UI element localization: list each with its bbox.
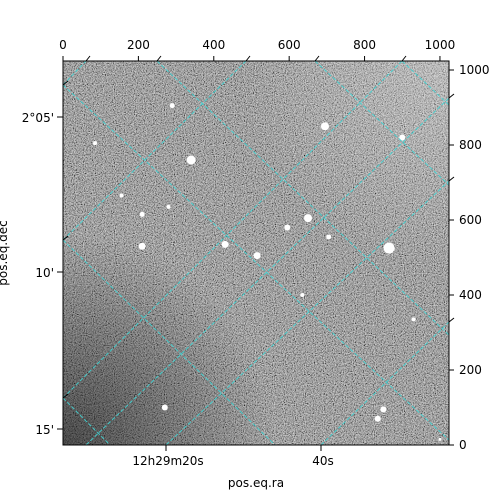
star-source <box>221 240 229 248</box>
grid-line <box>165 180 449 445</box>
x-axis-label: pos.eq.ra <box>228 476 284 490</box>
star-source <box>161 404 168 411</box>
grid-line <box>63 397 111 445</box>
pixel-y-tick-label: 0 <box>459 438 467 452</box>
grid-line <box>63 84 449 441</box>
grid-line <box>63 61 403 399</box>
star-source <box>304 214 313 223</box>
star-source <box>383 242 395 254</box>
pixel-y-tick-label: 400 <box>459 288 482 302</box>
pixel-x-tick-label: 800 <box>353 38 376 52</box>
ra-tick-label: 12h29m20s <box>132 454 203 468</box>
star-source <box>119 193 124 198</box>
world-axis-ticks <box>57 55 455 451</box>
pixel-x-tick-label: 400 <box>202 38 225 52</box>
grid-line <box>156 61 449 336</box>
star-source <box>374 415 381 422</box>
star-sources <box>93 103 442 441</box>
pixel-y-tick-label: 1000 <box>459 63 490 77</box>
star-source <box>138 242 146 250</box>
pixel-y-tick-label: 600 <box>459 213 482 227</box>
grid-line <box>320 321 449 445</box>
star-source <box>320 122 329 131</box>
star-source <box>438 437 442 441</box>
pixel-x-tick-label: 1000 <box>425 38 456 52</box>
grid-line <box>63 61 87 86</box>
grid-line <box>63 61 247 241</box>
dec-tick-label: 10' <box>35 266 54 280</box>
star-source <box>411 317 416 322</box>
pixel-y-tick-label: 800 <box>459 138 482 152</box>
pixel-x-tick-label: 0 <box>59 38 67 52</box>
ra-tick-label: 40s <box>312 454 334 468</box>
grid-line <box>314 61 449 186</box>
star-source <box>169 103 175 109</box>
grid-line <box>401 61 449 106</box>
star-source <box>253 252 261 260</box>
star-source <box>186 155 196 165</box>
pixel-y-tick-label: 200 <box>459 363 482 377</box>
pixel-y-axis: 0 200 400 600 800 1000 <box>449 63 490 452</box>
dec-tick-label: 2°05' <box>22 111 54 125</box>
star-source <box>380 406 387 413</box>
star-source <box>166 204 171 209</box>
dec-tick-label: 15' <box>35 423 54 437</box>
coordinate-grid <box>63 61 449 445</box>
pixel-x-axis: 0 200 400 600 800 1000 <box>59 38 455 61</box>
star-source <box>399 134 406 141</box>
pixel-x-tick-label: 200 <box>127 38 150 52</box>
star-source <box>284 224 291 231</box>
star-source <box>93 141 98 146</box>
y-axis-label: pos.eq.dec <box>0 220 10 285</box>
plot-frame <box>62 60 450 446</box>
grid-line <box>63 239 276 445</box>
star-source <box>326 234 332 240</box>
star-source <box>139 211 145 217</box>
star-source <box>300 293 305 297</box>
pixel-x-tick-label: 600 <box>278 38 301 52</box>
